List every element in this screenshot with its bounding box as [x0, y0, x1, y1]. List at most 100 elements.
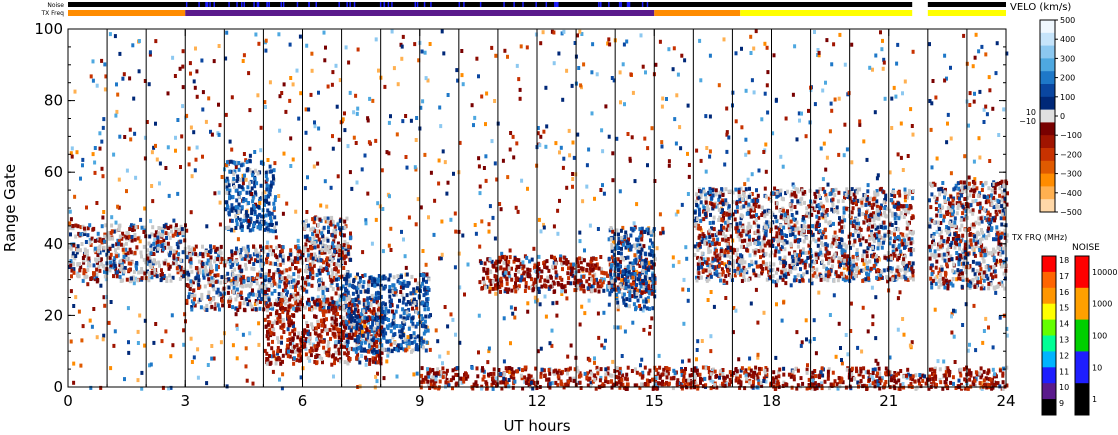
echo-cell	[223, 274, 227, 279]
echo-cell	[1005, 333, 1009, 338]
echo-cell	[695, 148, 699, 153]
echo-cell	[278, 262, 282, 267]
echo-cell	[128, 237, 132, 242]
echo-cell	[141, 270, 145, 275]
echo-cell	[355, 347, 359, 352]
echo-cell	[68, 221, 72, 226]
echo-cell	[647, 261, 651, 266]
echo-cell	[278, 128, 282, 133]
echo-cell	[104, 277, 108, 282]
echo-cell	[601, 149, 605, 154]
echo-cell	[397, 343, 401, 348]
echo-cell	[276, 351, 279, 356]
echo-cell	[280, 298, 284, 303]
echo-cell	[313, 314, 316, 319]
echo-cell	[288, 297, 292, 302]
echo-cell	[659, 231, 663, 236]
echo-cell	[683, 383, 687, 387]
echo-cell	[725, 106, 729, 111]
echo-cell	[272, 327, 276, 332]
echo-cell	[234, 312, 238, 317]
echo-cell	[628, 293, 632, 298]
echo-cell	[235, 178, 239, 183]
echo-cell	[393, 332, 397, 337]
echo-cell	[365, 316, 369, 321]
echo-cell	[349, 313, 353, 318]
echo-cell	[554, 275, 558, 280]
echo-cell	[241, 284, 245, 289]
echo-cell	[286, 327, 290, 332]
echo-cell	[958, 188, 962, 193]
echo-cell	[270, 354, 274, 359]
echo-cell	[306, 275, 310, 280]
echo-cell	[275, 320, 279, 325]
echo-cell	[544, 314, 548, 319]
echo-cell	[641, 278, 644, 283]
echo-cell	[371, 338, 375, 343]
echo-cell	[338, 78, 342, 83]
echo-cell	[312, 263, 316, 268]
echo-cell	[299, 256, 303, 261]
echo-cell	[331, 320, 335, 325]
echo-cell	[271, 229, 275, 234]
echo-cell	[684, 367, 687, 371]
echo-cell	[576, 278, 580, 283]
echo-cell	[556, 281, 560, 285]
echo-cell	[366, 191, 370, 196]
echo-cell	[762, 310, 766, 315]
echo-cell	[414, 303, 418, 308]
echo-cell	[437, 158, 441, 163]
echo-cell	[125, 168, 129, 173]
echo-cell	[438, 256, 442, 261]
echo-cell	[176, 270, 180, 275]
echo-cell	[304, 268, 307, 273]
echo-cell	[1001, 371, 1005, 376]
echo-cell	[321, 309, 325, 314]
echo-cell	[551, 264, 554, 269]
echo-cell	[212, 277, 216, 281]
echo-cell	[322, 305, 326, 310]
echo-cell	[952, 334, 956, 339]
echo-cell	[590, 70, 594, 75]
echo-cell	[280, 91, 284, 95]
echo-cell	[273, 161, 277, 166]
echo-cell	[294, 266, 298, 271]
echo-cell	[591, 267, 595, 272]
echo-cell	[109, 252, 113, 257]
echo-cell	[95, 258, 99, 263]
echo-cell	[342, 304, 346, 309]
echo-cell	[315, 298, 319, 303]
echo-cell	[269, 331, 273, 336]
echo-cell	[79, 363, 83, 368]
echo-cell	[277, 32, 281, 37]
echo-cell	[246, 185, 250, 190]
echo-cell	[654, 62, 658, 67]
echo-cell	[256, 171, 260, 176]
echo-cell	[628, 261, 632, 266]
echo-cell	[326, 271, 330, 276]
echo-cell	[493, 283, 497, 288]
echo-cell	[643, 304, 646, 309]
echo-cell	[690, 373, 694, 377]
echo-cell	[318, 355, 322, 360]
echo-cell	[366, 306, 370, 310]
echo-cell	[346, 314, 350, 319]
echo-cell	[424, 291, 428, 296]
echo-cell	[114, 220, 118, 225]
echo-cell	[649, 238, 652, 243]
echo-cell	[93, 170, 97, 175]
echo-cell	[189, 125, 193, 130]
echo-cell	[439, 124, 443, 129]
echo-cell	[745, 379, 749, 384]
echo-cell	[292, 356, 296, 361]
echo-cell	[143, 318, 147, 323]
echo-cell	[335, 327, 339, 332]
echo-cell	[330, 274, 334, 279]
echo-cell	[771, 131, 775, 136]
echo-cell	[295, 358, 299, 363]
echo-cell	[708, 114, 712, 119]
echo-cell	[202, 275, 206, 280]
echo-cell	[74, 234, 78, 239]
echo-cell	[648, 325, 652, 329]
echo-cell	[164, 329, 168, 334]
